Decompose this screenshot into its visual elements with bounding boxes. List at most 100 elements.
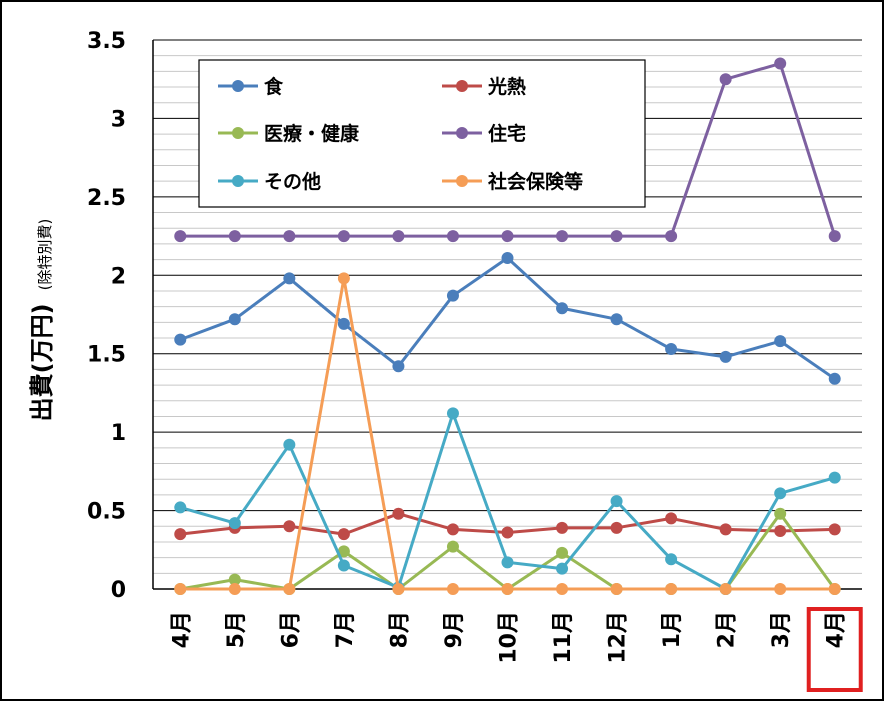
series-6 (174, 272, 841, 595)
x-tick-label: 4月 (169, 611, 194, 648)
data-point (501, 583, 514, 595)
x-tick-label: 4月 (824, 611, 849, 648)
legend-label: 医療・健康 (264, 122, 360, 145)
legend-item: 光熱 (442, 75, 526, 98)
legend-item: 住宅 (442, 122, 526, 145)
data-point (774, 583, 787, 595)
x-tick-label: 1月 (660, 611, 685, 648)
data-point (283, 230, 296, 243)
data-point (228, 230, 241, 243)
data-point (228, 517, 241, 530)
x-tick-label: 8月 (387, 611, 412, 648)
data-point (283, 583, 296, 595)
data-point (774, 524, 787, 537)
x-tick-label: 10月 (497, 611, 522, 664)
data-point (337, 272, 350, 285)
y-tick-label: 1.5 (87, 343, 126, 368)
data-point (556, 521, 569, 534)
data-point (392, 583, 405, 595)
data-point (556, 302, 569, 315)
legend-swatch-marker (232, 80, 244, 92)
data-point (446, 583, 459, 595)
data-point (828, 230, 841, 243)
data-point (174, 501, 187, 514)
data-point (228, 573, 241, 586)
data-point (719, 73, 732, 86)
y-tick-label: 1 (111, 421, 126, 446)
data-point (719, 523, 732, 536)
legend-label: 食 (264, 75, 284, 98)
data-point (446, 523, 459, 536)
data-point (828, 471, 841, 484)
data-point (446, 230, 459, 243)
data-point (828, 523, 841, 536)
legend-label: 社会保険等 (487, 170, 583, 193)
data-point (337, 230, 350, 243)
data-point (392, 360, 405, 373)
series-4 (174, 57, 841, 243)
data-point (337, 559, 350, 572)
data-point (556, 230, 569, 243)
data-point (665, 553, 678, 566)
data-point (174, 230, 187, 243)
data-point (828, 583, 841, 595)
legend-swatch-marker (456, 80, 468, 92)
data-point (228, 583, 241, 595)
data-point (337, 545, 350, 558)
data-point (828, 372, 841, 385)
data-point (283, 272, 296, 285)
svg-text:出費(万円) (除特別費): 出費(万円) (除特別費) (28, 219, 56, 422)
data-point (610, 230, 623, 243)
data-point (501, 230, 514, 243)
y-axis-title: 出費(万円) (除特別費) (28, 219, 56, 422)
data-point (174, 333, 187, 346)
series-2 (174, 507, 841, 541)
legend-item: 医療・健康 (218, 122, 360, 145)
data-point (610, 313, 623, 326)
data-point (228, 313, 241, 326)
data-point (610, 495, 623, 508)
series-layer (174, 57, 841, 595)
data-point (174, 528, 187, 541)
x-tick-label: 6月 (278, 611, 303, 648)
data-point (556, 562, 569, 575)
x-tick-label: 11月 (551, 611, 576, 664)
data-point (610, 521, 623, 534)
y-tick-label: 2 (111, 264, 126, 289)
y-axis-label-note: (除特別費) (36, 219, 54, 291)
y-tick-label: 3.5 (87, 29, 126, 54)
data-point (283, 438, 296, 451)
legend-label: 光熱 (487, 75, 526, 98)
data-point (774, 487, 787, 500)
data-point (392, 230, 405, 243)
y-tick-label: 0 (111, 578, 126, 603)
legend-swatch-marker (232, 127, 244, 139)
data-point (665, 230, 678, 243)
data-point (774, 335, 787, 348)
y-tick-label: 0.5 (87, 500, 126, 525)
x-tick-label: 7月 (333, 611, 358, 648)
data-point (610, 583, 623, 595)
data-point (501, 556, 514, 569)
legend-swatch-marker (456, 127, 468, 139)
legend-item: 社会保険等 (442, 170, 583, 193)
data-point (501, 526, 514, 539)
legend-swatch-marker (456, 175, 468, 187)
series-1 (174, 252, 841, 385)
data-point (392, 507, 405, 520)
data-point (337, 528, 350, 541)
y-axis-label: 出費(万円) (28, 303, 56, 421)
data-point (446, 289, 459, 302)
legend-item: その他 (218, 170, 321, 193)
legend-item: 食 (218, 75, 284, 98)
y-tick-label: 3 (111, 107, 126, 132)
x-tick-labels: 4月 5月 6月 7月 8月 9月 10月 11月 12月 1月 2月 3月 4月 (169, 611, 848, 664)
x-tick-label: 5月 (224, 611, 249, 648)
data-point (446, 540, 459, 553)
data-point (719, 350, 732, 363)
x-tick-label: 9月 (442, 611, 467, 648)
data-point (774, 507, 787, 520)
legend-label: その他 (264, 170, 321, 193)
